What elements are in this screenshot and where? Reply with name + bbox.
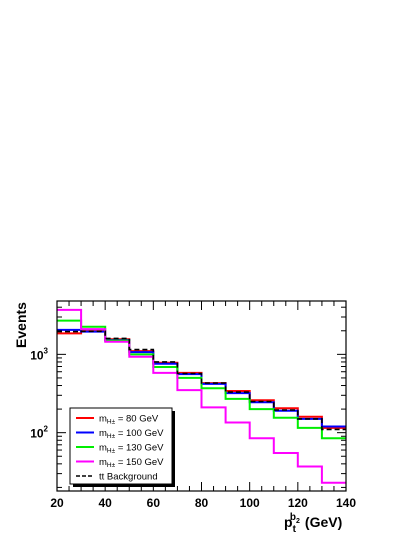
x-axis-title-sub: t: [293, 524, 297, 535]
x-tick-label: 120: [288, 496, 308, 510]
tick-labels: 20 40 60 80 100 120 140 102 103: [30, 346, 356, 510]
legend-label: mH± = 80 GeV: [99, 414, 159, 426]
x-tick-label: 60: [147, 496, 161, 510]
legend-entry-2: mH± = 130 GeV: [76, 443, 164, 455]
y-tick-label: 102: [30, 425, 48, 441]
x-axis-title: ptb2 (GeV): [284, 512, 342, 535]
legend-entry-1: mH± = 100 GeV: [76, 428, 164, 440]
y-axis-title: Events: [13, 302, 29, 348]
legend-label: tt Background: [99, 472, 158, 483]
legend: mH± = 80 GeV mH± = 100 GeV mH± = 130 GeV mH…: [69, 407, 175, 487]
y-tick-label: 103: [30, 346, 48, 362]
series-line-4: [57, 330, 346, 431]
legend-entry-3: mH± = 150 GeV: [76, 457, 164, 469]
legend-entry-4: tt Background: [76, 472, 158, 483]
series-line-3: [57, 308, 346, 484]
x-tick-label: 80: [195, 496, 209, 510]
x-tick-label: 20: [50, 496, 64, 510]
x-axis-title-unit: (GeV): [305, 514, 342, 530]
x-axis-title-supsub: 2: [296, 518, 300, 525]
x-tick-label: 100: [240, 496, 260, 510]
legend-label: mH± = 130 GeV: [99, 443, 164, 455]
legend-items: mH± = 80 GeV mH± = 100 GeV mH± = 130 GeV mH…: [76, 414, 164, 483]
x-axis-title-main: p: [284, 514, 293, 530]
legend-label: mH± = 100 GeV: [99, 428, 164, 440]
x-tick-label: 140: [336, 496, 356, 510]
x-axis-title-sup: b: [290, 512, 296, 523]
legend-label: mH± = 150 GeV: [99, 457, 164, 469]
series-layer: [57, 308, 346, 484]
x-tick-label: 40: [98, 496, 112, 510]
legend-entry-0: mH± = 80 GeV: [76, 414, 159, 426]
